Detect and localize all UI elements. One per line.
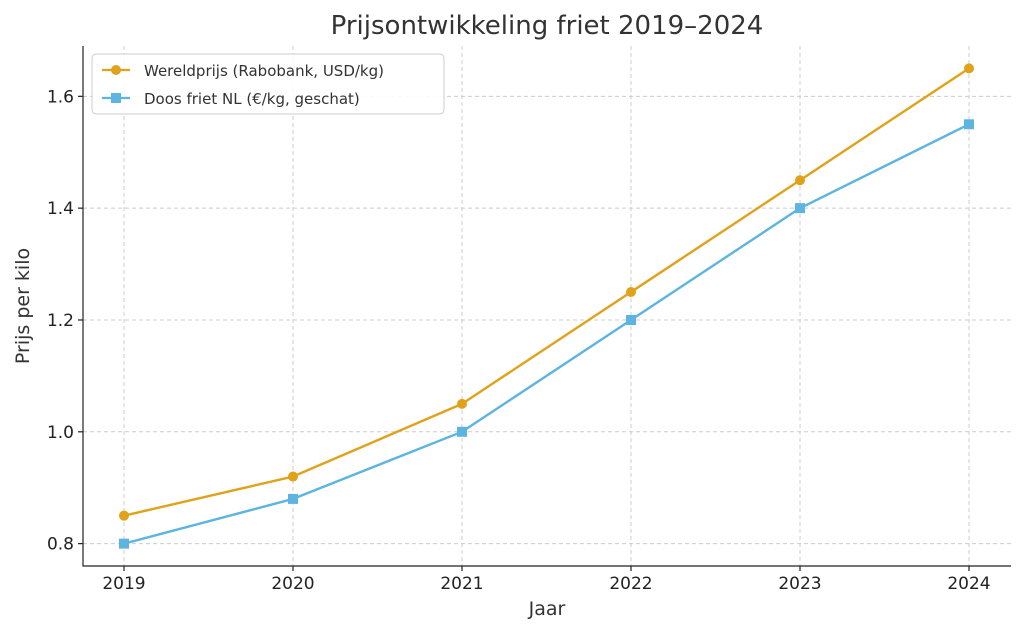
data-point <box>795 175 805 186</box>
y-tick-label: 1.4 <box>47 199 74 219</box>
y-tick-label: 0.8 <box>47 535 74 555</box>
y-axis-ticks: 0.8 1.0 1.2 1.4 1.6 <box>47 87 83 555</box>
data-point <box>626 314 636 325</box>
x-tick-label: 2022 <box>609 574 652 594</box>
series-line <box>123 67 970 517</box>
data-point <box>288 471 298 482</box>
series-1 <box>119 119 974 549</box>
data-point <box>457 426 467 437</box>
legend-frame <box>91 53 445 115</box>
data-point <box>457 398 467 409</box>
data-point <box>288 493 298 504</box>
x-tick-label: 2019 <box>102 574 145 594</box>
x-tick-label: 2020 <box>271 574 314 594</box>
y-tick-label: 1.6 <box>47 87 74 107</box>
chart-title: Prijsontwikkeling friet 2019–2024 <box>331 11 764 41</box>
legend-marker-wereldprijs <box>111 65 121 75</box>
x-axis-label: Jaar <box>528 598 566 620</box>
legend-marker-doos-friet <box>111 93 121 103</box>
y-tick-label: 1.2 <box>47 311 74 331</box>
axis-spines <box>82 46 1011 567</box>
data-point <box>119 510 129 521</box>
data-point <box>119 538 129 549</box>
legend: Wereldprijs (Rabobank, USD/kg) Doos frie… <box>91 53 445 115</box>
data-point <box>626 287 636 298</box>
legend-label-wereldprijs: Wereldprijs (Rabobank, USD/kg) <box>144 62 384 80</box>
series-0 <box>119 63 974 521</box>
data-point <box>964 119 974 130</box>
grid <box>83 46 1011 566</box>
x-tick-label: 2021 <box>440 574 483 594</box>
x-tick-label: 2024 <box>947 574 990 594</box>
x-axis-ticks: 2019 2020 2021 2022 2023 2024 <box>102 566 991 594</box>
legend-label-doos-friet: Doos friet NL (€/kg, geschat) <box>144 90 360 108</box>
data-point <box>964 63 974 74</box>
series-line <box>123 123 970 545</box>
axes <box>82 46 1011 567</box>
y-axis-label: Prijs per kilo <box>12 248 34 364</box>
y-tick-label: 1.0 <box>47 423 74 443</box>
data-point <box>795 203 805 214</box>
series <box>119 63 974 549</box>
x-tick-label: 2023 <box>778 574 821 594</box>
